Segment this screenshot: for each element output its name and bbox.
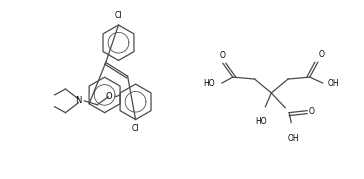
Text: O: O <box>319 50 325 59</box>
Text: Cl: Cl <box>115 11 122 20</box>
Text: O: O <box>106 92 112 101</box>
Text: HO: HO <box>203 79 215 88</box>
Text: OH: OH <box>328 79 339 88</box>
Text: N: N <box>75 96 82 105</box>
Text: HO: HO <box>256 117 267 126</box>
Text: O: O <box>309 107 315 116</box>
Text: Cl: Cl <box>132 124 139 134</box>
Text: OH: OH <box>287 134 299 143</box>
Text: O: O <box>220 51 226 60</box>
